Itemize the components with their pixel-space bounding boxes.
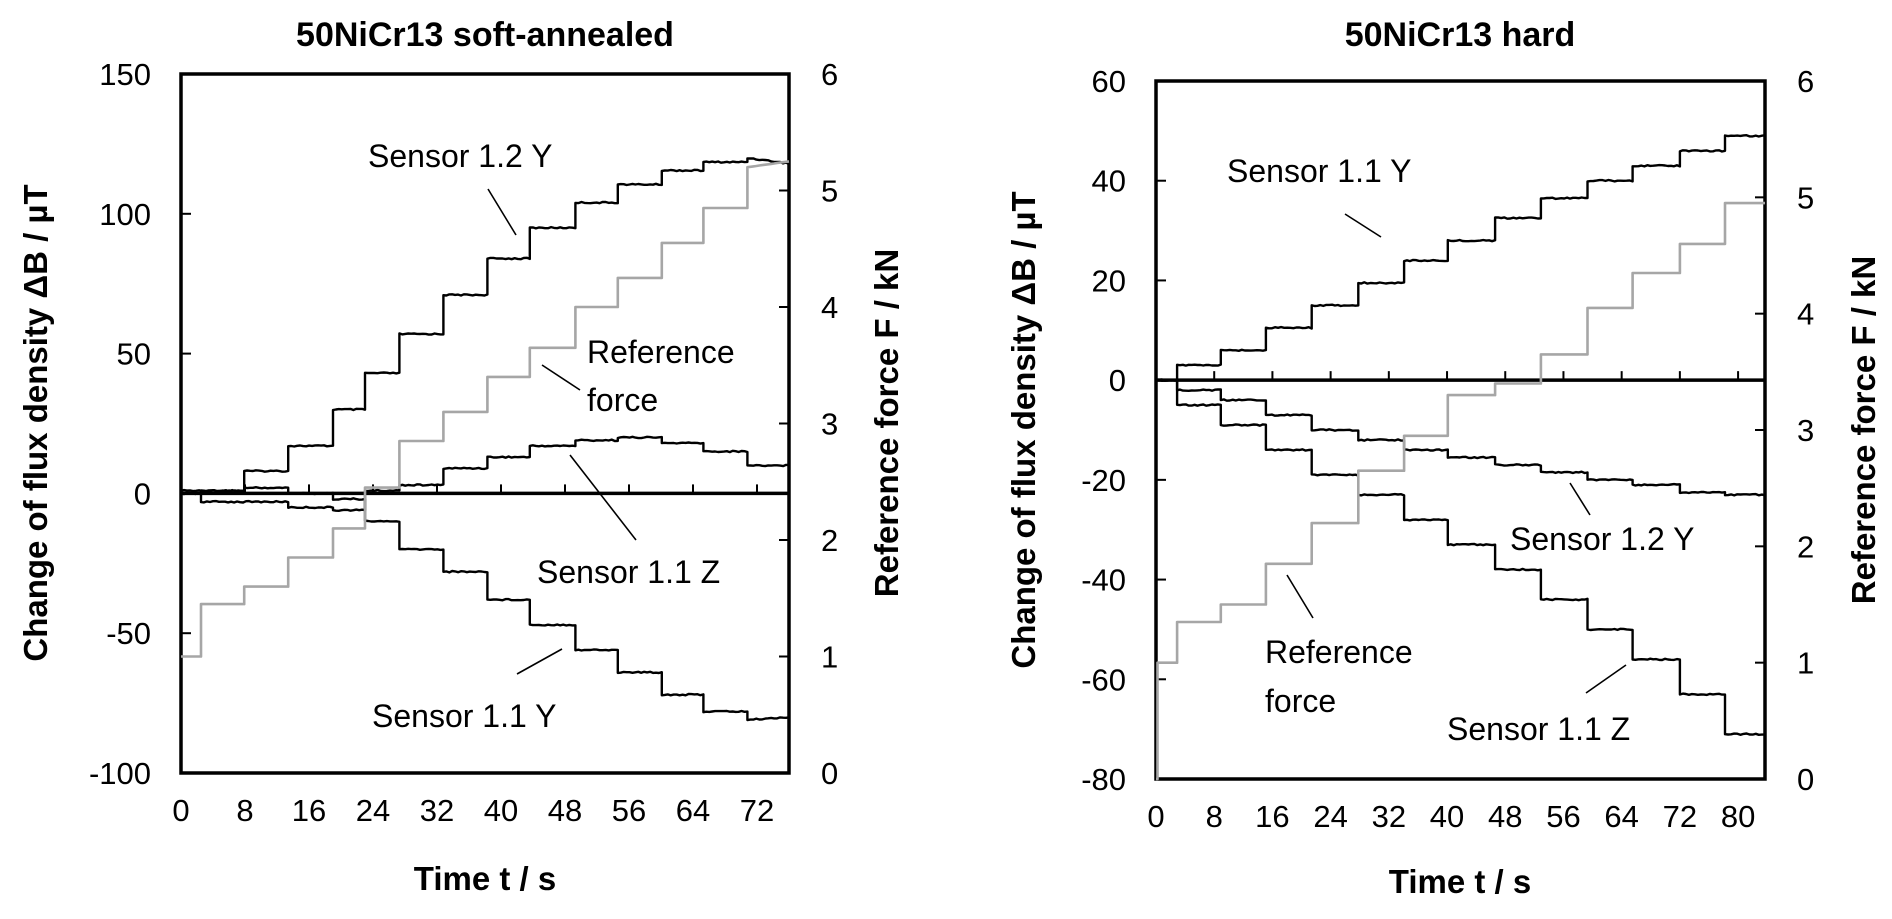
annotation-reference-force: Reference xyxy=(587,334,735,370)
y-tick-label: 0 xyxy=(1109,363,1126,398)
y2-tick-label: 1 xyxy=(821,640,838,675)
x-tick-label: 8 xyxy=(1206,799,1223,834)
x-tick-label: 64 xyxy=(676,793,710,828)
y2-tick-label: 2 xyxy=(1797,529,1814,564)
series-reference-force xyxy=(181,160,790,658)
leader-line xyxy=(516,648,563,675)
series-sensor-1-2-y xyxy=(180,157,790,496)
x-axis-title: Time t / s xyxy=(1389,863,1531,900)
y-tick-label: 50 xyxy=(117,337,151,372)
leader-line xyxy=(487,188,517,236)
leader-line xyxy=(1585,664,1627,694)
y-tick-label: -50 xyxy=(106,616,151,651)
x-tick-label: 80 xyxy=(1721,799,1755,834)
plot-frame xyxy=(179,72,791,775)
x-tick-label: 64 xyxy=(1604,799,1638,834)
x-tick-label: 48 xyxy=(548,793,582,828)
series-reference-force xyxy=(1155,201,1765,781)
annotation-sensor-1-1-y: Sensor 1.1 Y xyxy=(1227,153,1411,189)
y-tick-label: 0 xyxy=(134,476,151,511)
x-tick-label: 56 xyxy=(1546,799,1580,834)
annotation-reference-force: Reference xyxy=(1265,634,1413,670)
annotation-sensor-1-1-z: Sensor 1.1 Z xyxy=(537,554,720,590)
y2-tick-label: 5 xyxy=(1797,180,1814,215)
y2-axis-title: Reference force F / kN xyxy=(868,249,905,597)
series-sensor-1-1-z xyxy=(1155,378,1765,736)
x-tick-label: 72 xyxy=(1663,799,1697,834)
y2-tick-label: 2 xyxy=(821,523,838,558)
y-tick-label: -100 xyxy=(89,756,151,791)
chart-title: 50NiCr13 soft-annealed xyxy=(296,16,674,54)
x-tick-label: 0 xyxy=(1147,799,1164,834)
y-tick-label: -20 xyxy=(1081,463,1126,498)
y2-tick-label: 1 xyxy=(1797,646,1814,681)
y-axis-title: Change of flux density ΔB / µT xyxy=(17,184,54,661)
leader-line xyxy=(541,364,581,391)
y-axis-title: Change of flux density ΔB / µT xyxy=(1005,191,1042,668)
annotation-sensor-1-2-y: Sensor 1.2 Y xyxy=(1510,521,1694,557)
annotation-sensor-1-2-y: Sensor 1.2 Y xyxy=(368,138,552,174)
y-tick-label: 60 xyxy=(1092,64,1126,99)
chart-hard: 50NiCr13 hard Time t / s Change of flux … xyxy=(1005,16,1882,900)
y2-tick-label: 6 xyxy=(821,57,838,92)
y2-tick-label: 6 xyxy=(1797,64,1814,99)
x-tick-label: 48 xyxy=(1488,799,1522,834)
annotation-sensor-1-1-z: Sensor 1.1 Z xyxy=(1447,711,1630,747)
chart-0-marks: 0 8 16 24 32 40 48 56 64 72150100500-50-100654321… xyxy=(89,57,838,828)
y-tick-label: -40 xyxy=(1081,563,1126,598)
series-sensor-1-1-y xyxy=(180,486,790,722)
chart-1-marks: 0 8 16 24 32 40 48 56 64 72 806040200-20-40-60-806… xyxy=(1081,64,1814,834)
x-axis-title: Time t / s xyxy=(414,860,556,897)
x-tick-label: 32 xyxy=(1372,799,1406,834)
y2-tick-label: 5 xyxy=(821,174,838,209)
x-tick-label: 40 xyxy=(1430,799,1464,834)
annotation-reference-force-line2: force xyxy=(1265,683,1336,719)
y-tick-label: 20 xyxy=(1092,263,1126,298)
leader-line xyxy=(569,454,637,541)
leader-line xyxy=(1344,213,1382,238)
chart-marks: 0 8 16 24 32 40 48 56 64 72150100500-50-100654321… xyxy=(89,57,1814,834)
y2-tick-label: 4 xyxy=(1797,297,1814,332)
y-tick-label: 150 xyxy=(99,57,151,92)
y2-tick-label: 4 xyxy=(821,290,838,325)
annotation-sensor-1-1-y: Sensor 1.1 Y xyxy=(372,698,556,734)
x-tick-label: 16 xyxy=(1255,799,1289,834)
y2-tick-label: 0 xyxy=(1797,762,1814,797)
series-sensor-1-1-z xyxy=(180,435,789,512)
x-tick-label: 24 xyxy=(1313,799,1347,834)
series-sensor-1-1-y xyxy=(1155,134,1766,382)
series-sensor-1-2-y xyxy=(1155,378,1766,497)
x-tick-label: 24 xyxy=(356,793,390,828)
x-tick-label: 56 xyxy=(612,793,646,828)
x-tick-label: 40 xyxy=(484,793,518,828)
chart-title: 50NiCr13 hard xyxy=(1345,16,1576,54)
x-tick-label: 72 xyxy=(740,793,774,828)
x-tick-label: 16 xyxy=(292,793,326,828)
x-tick-label: 0 xyxy=(172,793,189,828)
y-tick-label: 40 xyxy=(1092,164,1126,199)
leader-line xyxy=(1569,482,1591,516)
y2-tick-label: 3 xyxy=(821,407,838,442)
y2-axis-title: Reference force F / kN xyxy=(1845,256,1882,604)
y-tick-label: 100 xyxy=(99,197,151,232)
x-tick-label: 8 xyxy=(236,793,253,828)
y2-tick-label: 3 xyxy=(1797,413,1814,448)
y2-tick-label: 0 xyxy=(821,756,838,791)
annotation-reference-force-line2: force xyxy=(587,382,658,418)
y-tick-label: -60 xyxy=(1081,662,1126,697)
chart-soft-annealed: 50NiCr13 soft-annealed Time t / s Change… xyxy=(17,16,905,897)
leader-line xyxy=(1286,574,1314,619)
y-tick-label: -80 xyxy=(1081,762,1126,797)
x-tick-label: 32 xyxy=(420,793,454,828)
